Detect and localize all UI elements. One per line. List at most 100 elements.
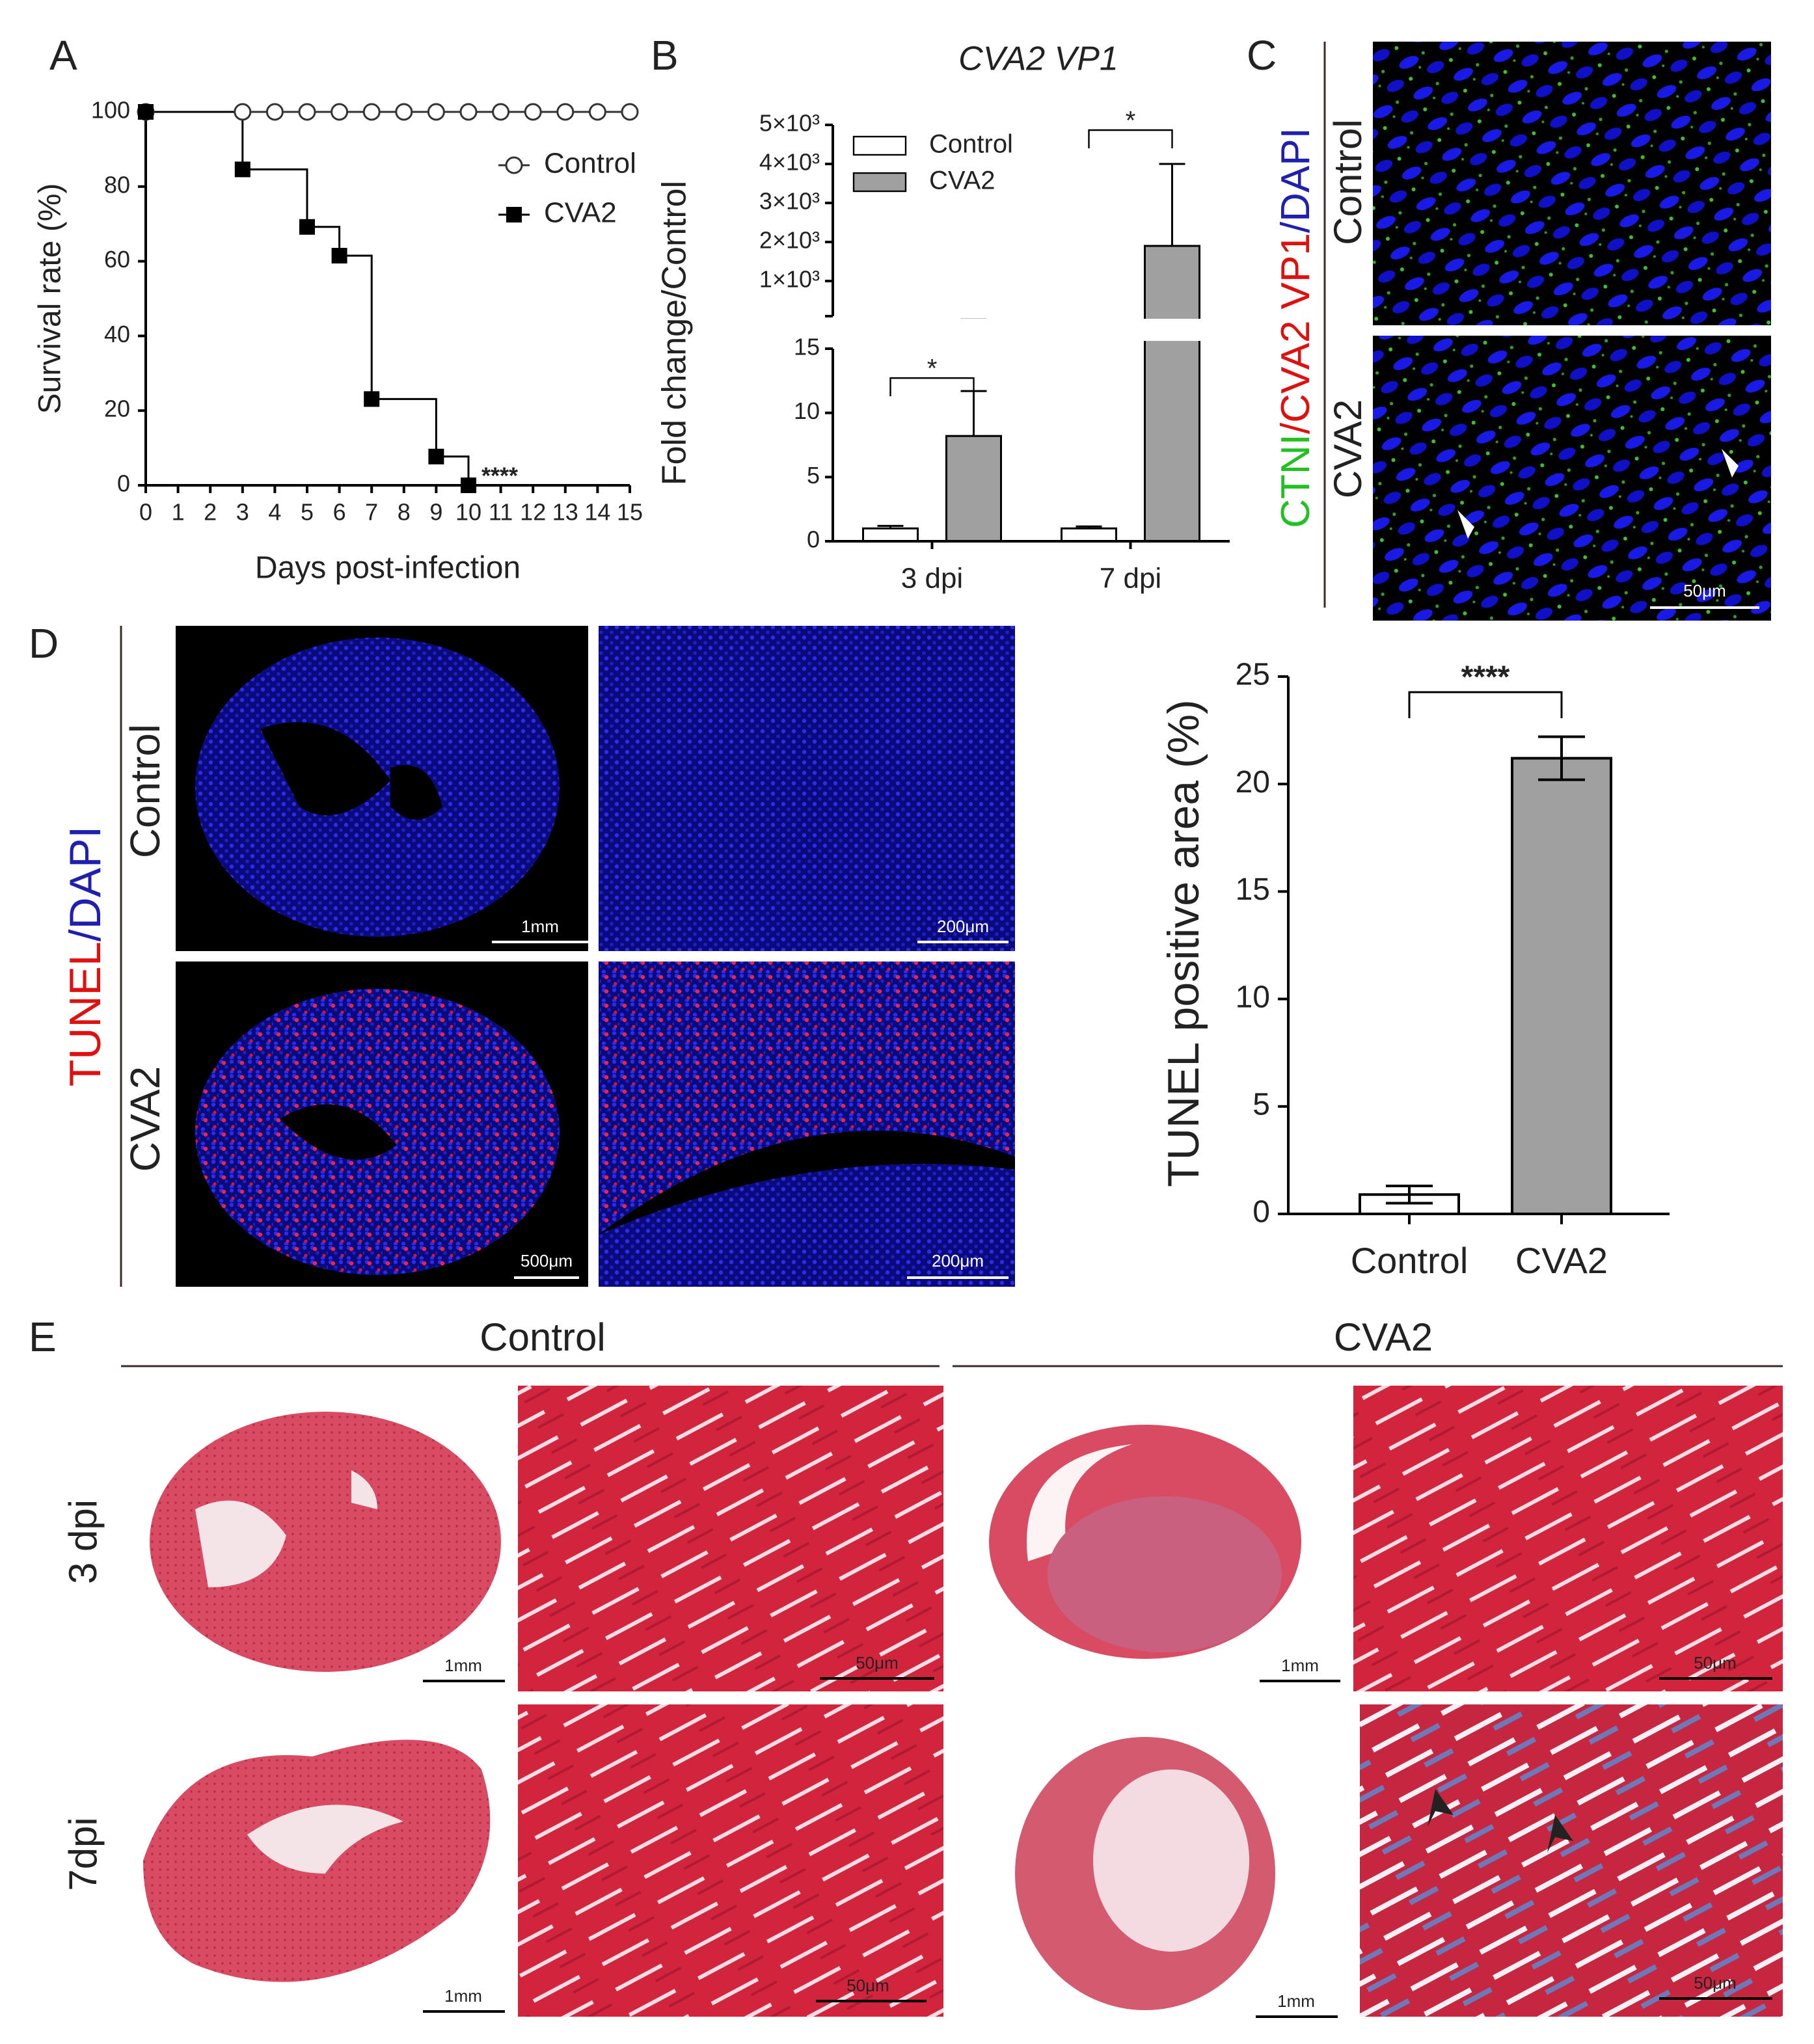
legend-label: CVA2 bbox=[544, 197, 617, 229]
y-tick-label: 40 bbox=[104, 321, 130, 347]
bar bbox=[1061, 527, 1117, 543]
panel-label: A bbox=[49, 32, 77, 79]
heart-section bbox=[150, 1412, 501, 1672]
x-tick-label: 15 bbox=[617, 499, 643, 526]
marker bbox=[234, 161, 250, 178]
x-tick-label: 14 bbox=[584, 499, 610, 526]
stain-label: TUNEL/DAPI bbox=[61, 826, 110, 1087]
lumen bbox=[1027, 1444, 1132, 1561]
x-tick-label: 4 bbox=[268, 499, 281, 526]
scale-label: 50μm bbox=[1683, 581, 1726, 600]
panel-label: C bbox=[1247, 32, 1277, 79]
marker bbox=[298, 103, 316, 121]
micrograph bbox=[1373, 42, 1771, 325]
x-tick-label: CVA2 bbox=[1515, 1240, 1608, 1281]
x-tick-label: 3 bbox=[236, 499, 249, 526]
step-line bbox=[146, 111, 470, 485]
bar bbox=[1511, 757, 1612, 1215]
x-axis-label: Days post-infection bbox=[255, 551, 521, 585]
error-bar bbox=[960, 390, 987, 437]
panel-label: B bbox=[651, 32, 679, 79]
marker bbox=[459, 103, 478, 121]
lumen bbox=[260, 722, 442, 820]
panel-label: E bbox=[29, 1313, 57, 1360]
x-tick-label: 8 bbox=[398, 499, 411, 526]
error-bar bbox=[1538, 735, 1585, 781]
marker bbox=[492, 103, 510, 121]
legend-label: Control bbox=[544, 148, 636, 180]
legend-label: CVA2 bbox=[929, 167, 995, 195]
significance-label: * bbox=[1126, 107, 1136, 135]
x-tick-label: Control bbox=[1351, 1240, 1469, 1281]
row-label: Control bbox=[1326, 119, 1370, 245]
micrograph bbox=[1373, 336, 1771, 621]
error-bar bbox=[877, 524, 904, 529]
marker bbox=[588, 103, 606, 121]
marker bbox=[331, 247, 347, 263]
tissue bbox=[599, 1164, 1015, 1287]
lumen bbox=[1093, 1769, 1249, 1952]
lumen bbox=[195, 1470, 377, 1587]
micrograph bbox=[599, 626, 1015, 951]
marker bbox=[234, 103, 252, 121]
row-label: 3 dpi bbox=[61, 1499, 105, 1584]
significance-bracket bbox=[889, 377, 975, 397]
y-tick-label: 4×10³ bbox=[759, 149, 820, 176]
y-tick-label: 3×10³ bbox=[759, 188, 820, 215]
bar bbox=[945, 435, 1002, 543]
marker bbox=[427, 103, 445, 121]
y-tick-label: 10 bbox=[794, 397, 820, 424]
column-label: Control bbox=[480, 1315, 605, 1359]
y-tick-label: 20 bbox=[1236, 765, 1270, 800]
marker bbox=[331, 103, 349, 121]
marker bbox=[362, 103, 381, 121]
micrograph bbox=[518, 1386, 943, 1691]
legend-swatch bbox=[852, 135, 907, 156]
legend-marker bbox=[506, 207, 522, 222]
legend-swatch bbox=[852, 172, 907, 193]
x-tick-label: 7 dpi bbox=[1100, 563, 1161, 595]
significance-bracket bbox=[1088, 129, 1173, 148]
y-tick-label: 15 bbox=[794, 334, 820, 360]
scale-label: 200μm bbox=[937, 917, 989, 936]
marker bbox=[265, 103, 284, 121]
stain-label: CTNI/CVA2 VP1/DAPI bbox=[1273, 128, 1318, 528]
scale-label: 1mm bbox=[521, 917, 559, 936]
row-label: 7dpi bbox=[61, 1817, 105, 1890]
scale-label: 1mm bbox=[444, 1656, 482, 1675]
y-tick-label: 2×10³ bbox=[759, 227, 820, 254]
stain: CTNI bbox=[1273, 434, 1318, 528]
y-tick-label: 1×10³ bbox=[759, 266, 820, 293]
segment bbox=[960, 163, 1200, 319]
x-tick-label: 9 bbox=[429, 499, 442, 526]
micrograph bbox=[1360, 1704, 1783, 2017]
x-tick-label: 10 bbox=[455, 499, 481, 526]
y-tick-label: 10 bbox=[1236, 980, 1270, 1014]
scale-label: 1mm bbox=[444, 1986, 482, 2006]
marker bbox=[395, 103, 413, 121]
error-bar bbox=[1076, 525, 1102, 529]
y-tick-label: 60 bbox=[104, 246, 130, 273]
chart-title: CVA2 VP1 bbox=[958, 40, 1118, 78]
row-label: CVA2 bbox=[122, 1066, 169, 1172]
x-tick-label: 1 bbox=[172, 499, 185, 526]
marker bbox=[138, 104, 154, 120]
x-tick-label: 7 bbox=[365, 499, 378, 526]
panel-label: D bbox=[29, 620, 59, 667]
lumen bbox=[280, 1104, 397, 1160]
x-tick-label: 6 bbox=[333, 499, 346, 526]
scale-label: 50μm bbox=[856, 1653, 899, 1673]
bar bbox=[862, 527, 919, 543]
marker bbox=[621, 103, 639, 121]
marker bbox=[556, 103, 575, 121]
x-tick-label: 3 dpi bbox=[901, 563, 963, 595]
error-bar bbox=[1159, 163, 1185, 246]
y-tick-label: 15 bbox=[1236, 872, 1270, 907]
marker bbox=[299, 219, 315, 235]
x-tick-label: 2 bbox=[204, 499, 217, 526]
row-label: Control bbox=[122, 724, 169, 858]
x-tick-label: 12 bbox=[520, 499, 546, 526]
bar bbox=[1144, 245, 1200, 319]
column-label: CVA2 bbox=[1334, 1315, 1433, 1359]
